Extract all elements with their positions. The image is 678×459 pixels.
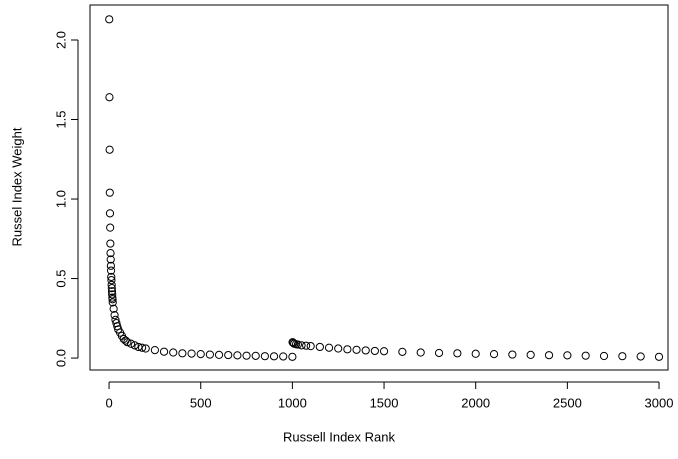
point [544, 351, 554, 360]
point [130, 341, 139, 350]
point [508, 350, 517, 359]
point [107, 276, 116, 285]
point [563, 351, 572, 360]
point [105, 15, 114, 24]
point [123, 338, 132, 347]
point [526, 350, 535, 359]
point [214, 350, 224, 359]
point [334, 344, 343, 353]
point [315, 342, 324, 352]
point [108, 295, 117, 304]
point [581, 351, 590, 360]
point [187, 349, 196, 358]
point [370, 346, 379, 356]
point [106, 266, 116, 275]
y-tick-label: 0.5 [53, 270, 68, 288]
point [361, 346, 370, 355]
x-tick-label: 0 [105, 395, 112, 410]
point [159, 347, 169, 356]
point [379, 347, 389, 356]
point [233, 351, 242, 360]
point [654, 352, 664, 361]
x-tick-label: 2000 [461, 395, 490, 410]
point [288, 352, 297, 361]
y-tick-label: 0.0 [53, 349, 68, 367]
point [106, 249, 115, 258]
point [105, 145, 114, 154]
point [150, 346, 159, 355]
point [302, 341, 311, 350]
point [105, 209, 115, 218]
point [106, 255, 115, 264]
point [205, 350, 214, 359]
x-tick-label: 500 [190, 395, 212, 410]
point [108, 298, 117, 307]
point [453, 349, 462, 358]
point [107, 287, 117, 296]
point [251, 351, 260, 360]
point [107, 283, 116, 293]
point [636, 352, 645, 361]
point [106, 261, 115, 270]
x-tick-label: 1500 [370, 395, 399, 410]
point [599, 351, 609, 361]
point [297, 341, 306, 350]
point [109, 304, 118, 313]
x-axis-label: Russell Index Rank [283, 429, 395, 444]
x-tick-label: 1000 [278, 395, 307, 410]
y-tick-label: 2.0 [53, 31, 68, 49]
point [126, 339, 136, 348]
point [293, 340, 302, 349]
point [279, 352, 288, 361]
point [224, 350, 233, 360]
point [324, 343, 334, 352]
point [618, 352, 627, 361]
point [107, 280, 116, 290]
point [471, 349, 480, 358]
point [169, 348, 178, 357]
point [398, 347, 407, 356]
point [110, 311, 119, 320]
point [352, 345, 361, 354]
x-tick-label: 3000 [645, 395, 674, 410]
point [178, 349, 187, 358]
point [137, 343, 147, 352]
point [306, 342, 315, 351]
point [260, 352, 269, 361]
point [105, 93, 114, 102]
x-tick-label: 2500 [553, 395, 582, 410]
plot-box [89, 4, 669, 371]
point [489, 349, 499, 359]
point [106, 239, 115, 248]
point [141, 344, 150, 353]
y-tick-label: 1.5 [53, 110, 68, 128]
point [242, 351, 251, 360]
y-tick-label: 1.0 [53, 190, 68, 208]
y-axis-label: Russel Index Weight [9, 127, 24, 246]
point [269, 352, 279, 361]
point [107, 272, 116, 282]
point [434, 348, 444, 358]
point [343, 345, 352, 354]
point [108, 290, 117, 299]
point [196, 349, 205, 359]
point [416, 348, 425, 357]
point [105, 188, 114, 197]
point [121, 336, 130, 345]
point [106, 223, 115, 232]
